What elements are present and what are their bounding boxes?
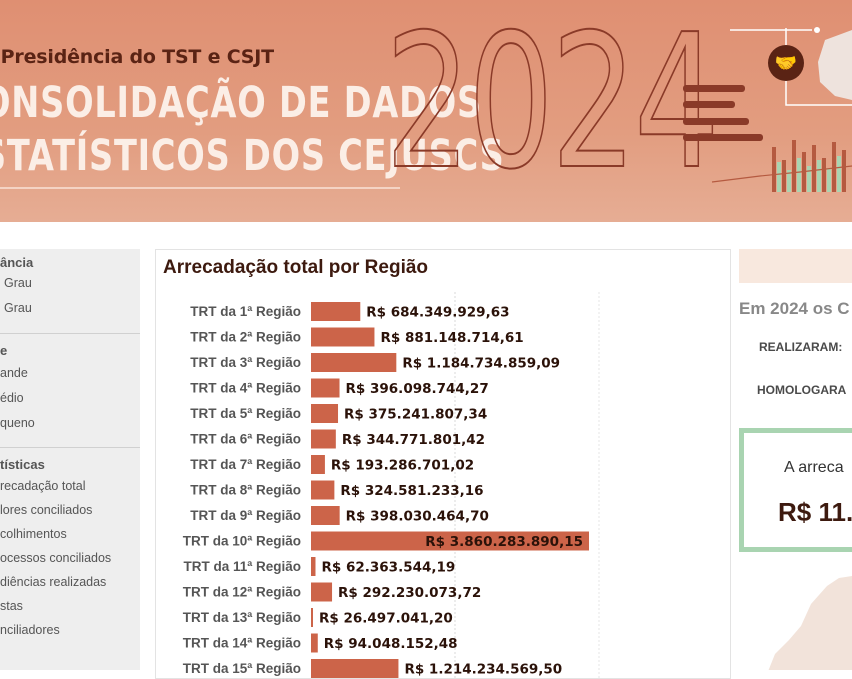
data-label: R$ 26.497.041,20 [319, 611, 453, 627]
filter-option-arrecadacao[interactable]: recadação total [0, 479, 86, 493]
chart-panel: Arrecadação total por Região TRT da 1ª R… [155, 249, 731, 679]
filter-option-processos[interactable]: ocessos conciliados [0, 551, 112, 565]
bar[interactable] [311, 378, 340, 398]
bar[interactable] [311, 327, 375, 347]
category-label: TRT da 14ª Região [183, 636, 301, 651]
handshake-icon: 🤝 [768, 45, 804, 81]
filter-heading-porte: e [0, 343, 8, 358]
filter-option-grande[interactable]: ande [0, 366, 28, 380]
category-label: TRT da 9ª Região [190, 508, 301, 523]
banner-decoration [683, 27, 852, 192]
category-label: TRT da 2ª Região [190, 330, 301, 345]
category-label: TRT da 1ª Região [190, 304, 301, 319]
filter-option-audiencias[interactable]: diências realizadas [0, 575, 107, 589]
bar[interactable] [311, 353, 397, 372]
data-label: R$ 292.230.073,72 [338, 585, 481, 601]
filter-option-recolhimentos[interactable]: colhimentos [0, 527, 67, 541]
realizaram-label: REALIZARAM: [759, 340, 843, 354]
data-label: R$ 3.860.283.890,15 [425, 534, 583, 550]
bar-chart: TRT da 1ª Região R$ 684.349.929,63 TRT da … [183, 292, 600, 678]
bar[interactable] [311, 506, 340, 525]
data-label: R$ 881.148.714,61 [380, 330, 523, 346]
category-label: TRT da 12ª Região [183, 585, 301, 600]
data-label: R$ 344.771.801,42 [342, 432, 485, 448]
banner-subtitle: -Presidência do TST e CSJT [0, 46, 274, 68]
data-label: R$ 375.241.807,34 [344, 407, 487, 423]
banner-title-line1: ONSOLIDAÇÃO DE DADOS [0, 78, 483, 128]
category-label: TRT da 5ª Região [190, 406, 301, 421]
filter-heading-instancia: ância [0, 255, 34, 270]
bar[interactable] [311, 531, 589, 551]
banner-divider [0, 187, 400, 189]
banner-title-line2: STATÍSTICOS DOS CEJUSCS [0, 131, 505, 181]
category-label: TRT da 6ª Região [190, 432, 301, 447]
total-card-value: R$ 11. [778, 497, 852, 527]
filter-divider [0, 333, 140, 334]
filter-divider [0, 447, 140, 448]
bar[interactable] [311, 557, 316, 576]
data-label: R$ 193.286.701,02 [331, 458, 474, 474]
filter-option-conciliadores[interactable]: nciliadores [0, 623, 60, 637]
bar[interactable] [311, 659, 399, 678]
category-label: TRT da 10ª Região [183, 534, 301, 549]
bar[interactable] [311, 455, 325, 474]
data-label: R$ 94.048.152,48 [324, 636, 458, 652]
bar[interactable] [311, 429, 336, 449]
bar[interactable] [311, 404, 339, 423]
summary-panel: Em 2024 os C REALIZARAM: HOMOLOGARA A ar… [739, 249, 852, 670]
data-label: R$ 1.184.734.859,09 [402, 356, 560, 372]
filter-option-medio[interactable]: édio [0, 391, 24, 405]
filter-panel: ância Grau Grau e ande édio queno tístic… [0, 249, 140, 670]
total-card: A arreca R$ 11. [739, 428, 852, 552]
data-label: R$ 62.363.544,19 [321, 560, 455, 576]
category-label: TRT da 13ª Região [183, 610, 301, 625]
bar[interactable] [311, 633, 318, 653]
data-label: R$ 324.581.233,16 [340, 483, 483, 499]
bar[interactable] [311, 302, 361, 321]
data-label: R$ 398.030.464,70 [346, 509, 489, 525]
filter-option-pautas[interactable]: stas [0, 599, 23, 613]
category-label: TRT da 3ª Região [190, 355, 301, 370]
summary-tab [739, 249, 852, 283]
filter-option-grau-2[interactable]: Grau [4, 301, 32, 315]
bar[interactable] [311, 582, 333, 602]
summary-intro: Em 2024 os C [739, 299, 850, 318]
total-card-label: A arreca [784, 459, 844, 476]
header-banner: -Presidência do TST e CSJT ONSOLIDAÇÃO D… [0, 0, 852, 222]
filter-option-pequeno[interactable]: queno [0, 416, 35, 430]
banner-year: 2024 [384, 0, 720, 210]
bar[interactable] [311, 480, 335, 500]
data-label: R$ 396.098.744,27 [346, 381, 489, 397]
map-decoration [768, 576, 852, 670]
homologaram-label: HOMOLOGARA [757, 383, 847, 397]
chart-title: Arrecadação total por Região [163, 257, 429, 278]
category-label: TRT da 7ª Região [190, 457, 301, 472]
data-label: R$ 684.349.929,63 [366, 305, 509, 321]
filter-heading-estatisticas: tísticas [0, 457, 45, 472]
filter-option-valores[interactable]: lores conciliados [0, 503, 93, 517]
category-label: TRT da 15ª Região [183, 661, 301, 676]
bar[interactable] [311, 608, 313, 627]
category-label: TRT da 11ª Região [183, 559, 301, 574]
filter-option-grau-1[interactable]: Grau [4, 276, 32, 290]
category-label: TRT da 8ª Região [190, 483, 301, 498]
category-label: TRT da 4ª Região [190, 381, 301, 396]
